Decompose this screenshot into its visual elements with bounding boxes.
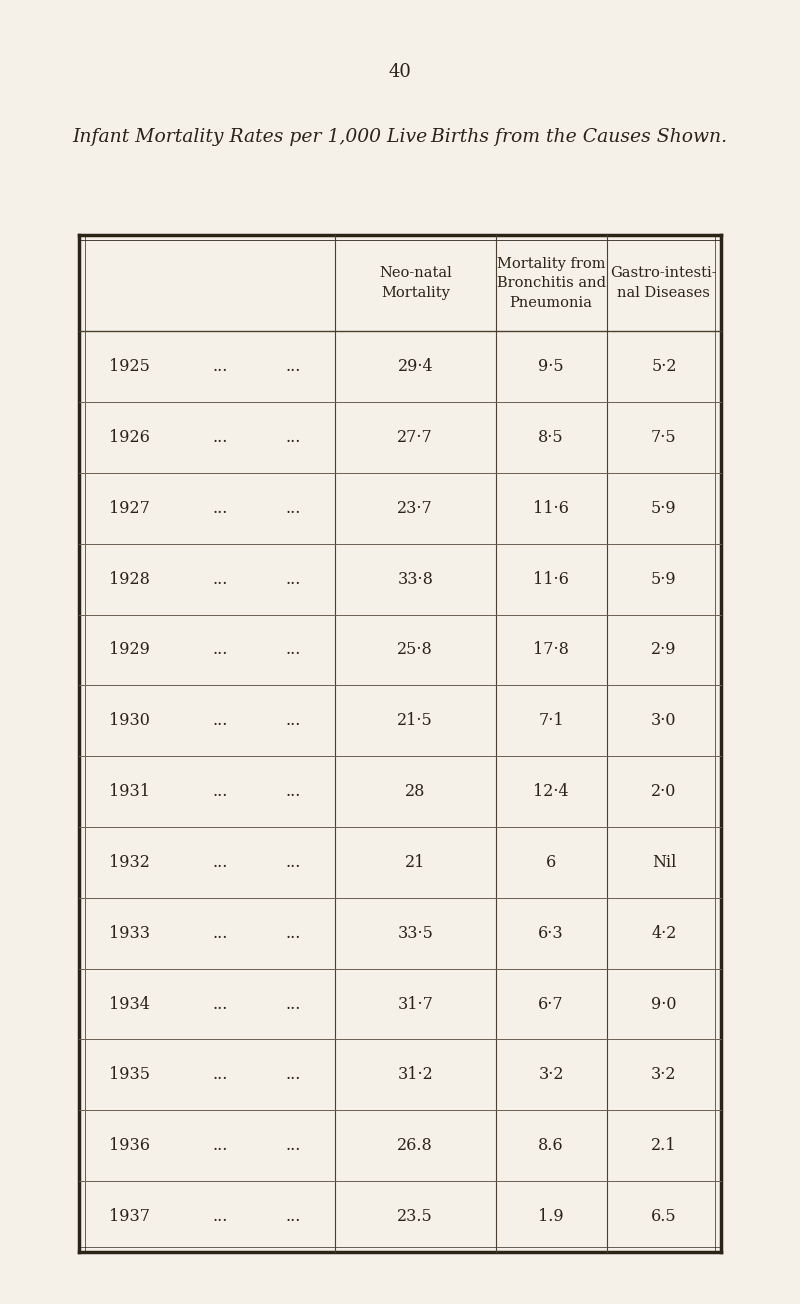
Text: 1934: 1934 [110, 995, 150, 1012]
Text: 1932: 1932 [110, 854, 150, 871]
Text: 1936: 1936 [110, 1137, 150, 1154]
Text: ...: ... [213, 571, 228, 588]
Text: Infant Mortality Rates per 1,000 Live Births from the Causes Shown.: Infant Mortality Rates per 1,000 Live Bi… [73, 128, 727, 146]
Text: 33·8: 33·8 [398, 571, 434, 588]
Text: ...: ... [286, 854, 301, 871]
Text: ...: ... [213, 359, 228, 376]
Text: 3·2: 3·2 [538, 1067, 564, 1084]
Text: 12·4: 12·4 [534, 784, 569, 801]
Text: 2·9: 2·9 [651, 642, 677, 659]
Text: 1928: 1928 [110, 571, 150, 588]
Text: ...: ... [213, 1137, 228, 1154]
Text: ...: ... [213, 925, 228, 941]
Text: ...: ... [286, 499, 301, 516]
Text: 5·2: 5·2 [651, 359, 677, 376]
Text: ...: ... [213, 854, 228, 871]
Text: 1927: 1927 [110, 499, 150, 516]
Text: 7·5: 7·5 [651, 429, 677, 446]
Text: ...: ... [286, 995, 301, 1012]
Text: 1.9: 1.9 [538, 1208, 564, 1224]
Text: ...: ... [286, 1137, 301, 1154]
Text: 7·1: 7·1 [538, 712, 564, 729]
Text: 1933: 1933 [110, 925, 150, 941]
Text: 31·2: 31·2 [398, 1067, 433, 1084]
Text: 1931: 1931 [110, 784, 150, 801]
Text: 11·6: 11·6 [533, 499, 569, 516]
Text: ...: ... [213, 784, 228, 801]
Text: 2·0: 2·0 [651, 784, 677, 801]
Text: 33·5: 33·5 [398, 925, 434, 941]
Text: 4·2: 4·2 [651, 925, 677, 941]
Text: 2.1: 2.1 [651, 1137, 677, 1154]
Text: ...: ... [213, 1208, 228, 1224]
Text: ...: ... [213, 1067, 228, 1084]
Text: ...: ... [286, 712, 301, 729]
Text: ...: ... [286, 925, 301, 941]
Text: 17·8: 17·8 [533, 642, 569, 659]
Text: 6: 6 [546, 854, 556, 871]
Text: 23.5: 23.5 [398, 1208, 433, 1224]
Text: 9·0: 9·0 [651, 995, 677, 1012]
Text: ...: ... [286, 1067, 301, 1084]
Text: 29·4: 29·4 [398, 359, 433, 376]
Text: ...: ... [213, 642, 228, 659]
Text: Gastro-intesti-
nal Diseases: Gastro-intesti- nal Diseases [610, 266, 717, 300]
Text: 11·6: 11·6 [533, 571, 569, 588]
Text: 1926: 1926 [110, 429, 150, 446]
Text: Neo-natal
Mortality: Neo-natal Mortality [379, 266, 452, 300]
Text: ...: ... [286, 784, 301, 801]
Text: 28: 28 [405, 784, 426, 801]
Text: ...: ... [286, 359, 301, 376]
Text: 5·9: 5·9 [651, 499, 677, 516]
Text: 5·9: 5·9 [651, 571, 677, 588]
Text: ...: ... [213, 995, 228, 1012]
Text: ...: ... [286, 571, 301, 588]
Text: 1930: 1930 [110, 712, 150, 729]
Text: 31·7: 31·7 [398, 995, 434, 1012]
Text: ...: ... [213, 499, 228, 516]
Text: ...: ... [213, 429, 228, 446]
Text: 6.5: 6.5 [651, 1208, 677, 1224]
Text: 1937: 1937 [110, 1208, 150, 1224]
Text: ...: ... [286, 429, 301, 446]
Text: 40: 40 [389, 63, 411, 81]
Text: 25·8: 25·8 [398, 642, 433, 659]
Text: 27·7: 27·7 [398, 429, 433, 446]
Text: ...: ... [286, 642, 301, 659]
Text: ...: ... [286, 1208, 301, 1224]
Text: 1925: 1925 [110, 359, 150, 376]
Text: 8·5: 8·5 [538, 429, 564, 446]
Text: 6·3: 6·3 [538, 925, 564, 941]
Text: 26.8: 26.8 [398, 1137, 433, 1154]
Text: 1935: 1935 [110, 1067, 150, 1084]
Text: 3·0: 3·0 [651, 712, 677, 729]
Text: 6·7: 6·7 [538, 995, 564, 1012]
Text: 21: 21 [405, 854, 426, 871]
Text: 1929: 1929 [110, 642, 150, 659]
Text: 8.6: 8.6 [538, 1137, 564, 1154]
Text: Nil: Nil [652, 854, 676, 871]
Text: ...: ... [213, 712, 228, 729]
Text: 3·2: 3·2 [651, 1067, 677, 1084]
Text: 23·7: 23·7 [398, 499, 433, 516]
Text: 9·5: 9·5 [538, 359, 564, 376]
Text: Mortality from
Bronchitis and
Pneumonia: Mortality from Bronchitis and Pneumonia [497, 257, 606, 309]
Text: 21·5: 21·5 [398, 712, 433, 729]
